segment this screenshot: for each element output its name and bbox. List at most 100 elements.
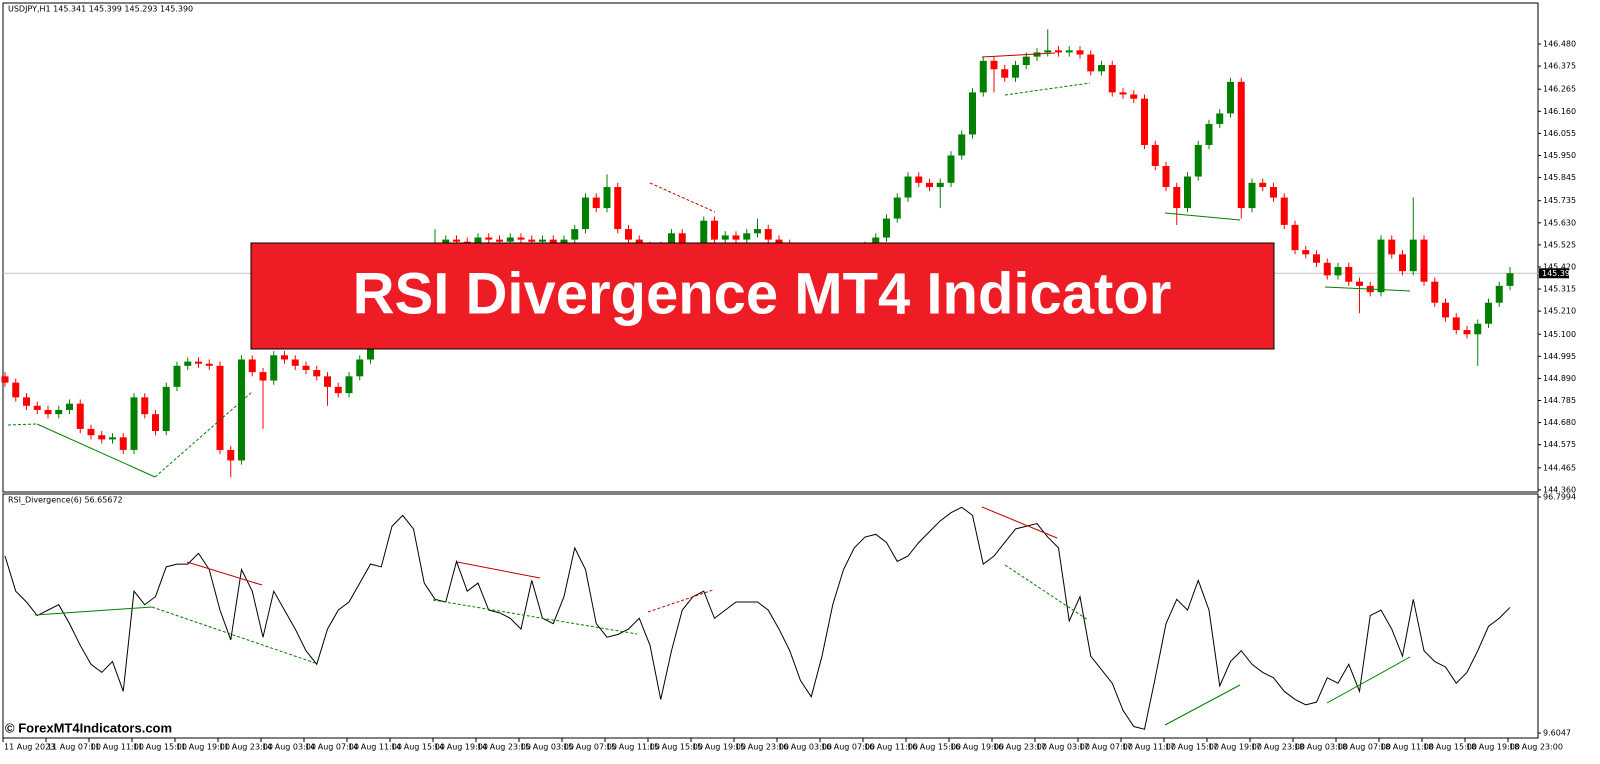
x-tick-label: 15 Aug 15:00 (649, 743, 703, 752)
candle-body (1, 376, 9, 383)
candle-body (1065, 50, 1073, 53)
candle-body (592, 197, 600, 209)
candle-body (248, 359, 256, 373)
candle-body (1076, 50, 1084, 55)
x-tick-label: 15 Aug 03:00 (520, 743, 574, 752)
candle-body (1237, 81, 1245, 209)
candle-body (1442, 302, 1449, 318)
candle-body (1485, 302, 1492, 324)
candle-body (44, 409, 52, 415)
candle-body (141, 397, 149, 415)
x-tick-label: 14 Aug 19:00 (434, 743, 488, 752)
x-tick-label: 17 Aug 11:00 (1122, 743, 1176, 752)
candle-body (990, 60, 998, 70)
candle-body (238, 359, 245, 461)
candle-body (872, 237, 880, 246)
x-tick-label: 11 Aug 2023 (4, 743, 55, 752)
candle-body (1119, 92, 1127, 95)
divergence-line (647, 589, 714, 613)
divergence-line (1324, 286, 1411, 292)
current-price-box (1539, 268, 1569, 279)
divergence-line (1164, 212, 1241, 221)
y-tick-label: 146.480 (1543, 40, 1576, 49)
x-tick-label: 16 Aug 03:00 (778, 743, 832, 752)
divergence-line (432, 599, 638, 635)
divergence-line (1164, 684, 1241, 726)
candle-body (356, 359, 364, 377)
divergence-lines (7, 52, 1411, 726)
symbol-header: USDJPY,H1 145.341 145.399 145.293 145.39… (8, 5, 193, 14)
candle-body (1012, 65, 1019, 78)
y-tick-label: 146.055 (1543, 129, 1576, 138)
candle-body (775, 239, 783, 244)
candle-body (66, 403, 73, 410)
candle-body (453, 239, 460, 242)
candle-body (582, 197, 589, 230)
candle-body (721, 235, 729, 240)
banner: RSI Divergence MT4 Indicator (250, 242, 1275, 350)
candle-body (367, 344, 374, 360)
banner-title: RSI Divergence MT4 Indicator (353, 261, 1172, 326)
candle-body (1420, 239, 1428, 282)
current-price-label: 145.390 (1542, 269, 1575, 278)
candle-body (1130, 94, 1138, 99)
x-tick-label: 15 Aug 23:00 (735, 743, 789, 752)
x-tick-label: 11 Aug 07:00 (47, 743, 101, 752)
candle-body (549, 239, 557, 244)
candle-body (1227, 81, 1234, 114)
x-tick-label: 11 Aug 19:00 (176, 743, 230, 752)
candle-body (1377, 239, 1385, 293)
x-tick-label: 17 Aug 19:00 (1208, 743, 1262, 752)
y-tick-label: 145.630 (1543, 218, 1576, 227)
candle-body (539, 239, 546, 242)
candle-body (743, 233, 751, 240)
divergence-line (186, 561, 263, 586)
candle-body (678, 233, 686, 251)
candle-body (625, 229, 632, 240)
x-tick-label: 18 Aug 03:00 (1294, 743, 1348, 752)
candle-body (711, 220, 718, 240)
rsi-line (4, 506, 1511, 730)
candle-body (205, 363, 213, 366)
candle-body (1506, 273, 1514, 286)
candle-body (216, 365, 224, 450)
candle-body (1291, 224, 1299, 251)
candle-body (55, 409, 63, 415)
candle-body (1151, 144, 1159, 166)
candle-body (1313, 254, 1320, 263)
candle-body (1409, 239, 1417, 272)
y-tick-label: 144.995 (1543, 352, 1576, 361)
candle-body (87, 428, 95, 436)
y-tick-label: 146.265 (1543, 85, 1576, 94)
candle-body (1495, 285, 1503, 303)
x-tick-label: 18 Aug 15:00 (1423, 743, 1477, 752)
candle-body (313, 370, 321, 377)
candle-body (1141, 98, 1148, 145)
candle-body (614, 187, 622, 230)
y-tick-label: 145.100 (1543, 330, 1576, 339)
candle-body (1345, 266, 1353, 282)
x-tick-label: 14 Aug 23:00 (477, 743, 531, 752)
y-tick-label: 145.950 (1543, 151, 1576, 160)
x-tick-label: 15 Aug 19:00 (692, 743, 746, 752)
x-tick-label: 16 Aug 11:00 (864, 743, 918, 752)
candle-body (1098, 65, 1105, 72)
y-tick-label: 144.465 (1543, 463, 1576, 472)
divergence-line (154, 391, 253, 478)
x-tick-label: 11 Aug 11:00 (90, 743, 144, 752)
candle-body (1044, 50, 1052, 53)
candle-body (173, 365, 181, 387)
candle-body (76, 403, 84, 429)
candle-body (969, 92, 976, 135)
y-tick-label: 145.525 (1543, 240, 1576, 249)
x-tick-label: 18 Aug 11:00 (1380, 743, 1434, 752)
candle-body (281, 355, 288, 360)
y-tick-label: 145.845 (1543, 173, 1576, 182)
candle-body (1108, 65, 1116, 93)
candle-body (33, 405, 41, 410)
y-tick-label: 144.680 (1543, 418, 1576, 427)
candle-body (1205, 123, 1213, 145)
candle-body (1388, 239, 1396, 255)
